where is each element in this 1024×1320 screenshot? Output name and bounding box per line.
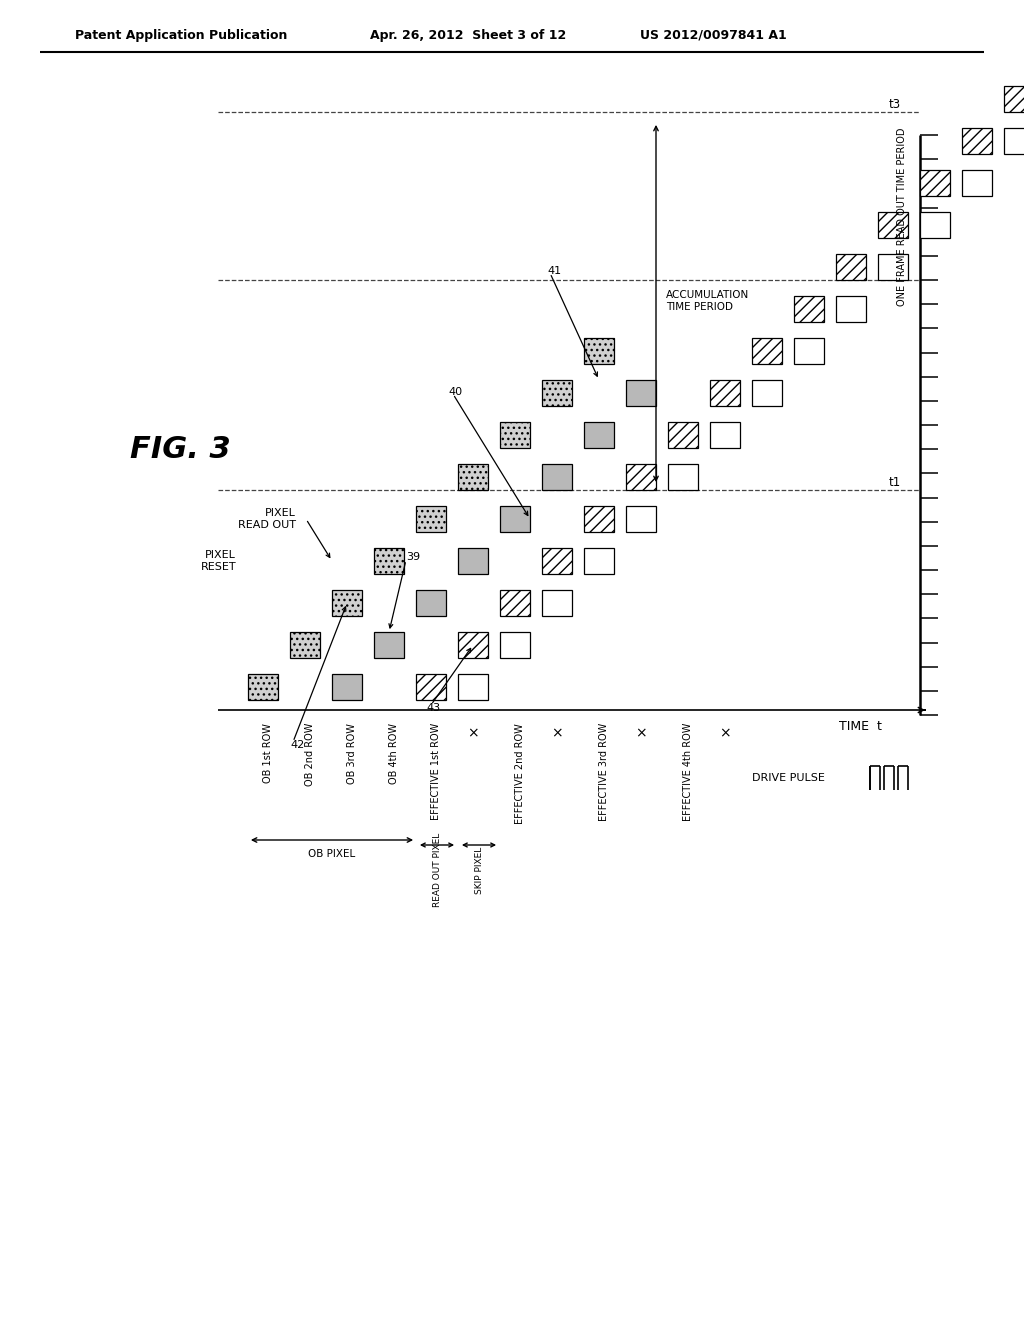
Text: EFFECTIVE 4th ROW: EFFECTIVE 4th ROW [683, 723, 693, 821]
Text: Patent Application Publication: Patent Application Publication [75, 29, 288, 41]
Text: ONE FRAME READ OUT TIME PERIOD: ONE FRAME READ OUT TIME PERIOD [897, 128, 907, 306]
Text: OB PIXEL: OB PIXEL [308, 849, 355, 859]
Bar [584, 338, 614, 364]
Text: OB 4th ROW: OB 4th ROW [389, 723, 399, 784]
Bar [752, 380, 782, 407]
Text: ×: × [635, 726, 647, 741]
Bar [962, 128, 992, 154]
Bar [1004, 86, 1024, 112]
Bar [248, 675, 278, 700]
Bar [920, 170, 950, 195]
Bar [416, 675, 446, 700]
Text: SKIP PIXEL: SKIP PIXEL [474, 846, 483, 894]
Text: 40: 40 [449, 387, 462, 397]
Bar [584, 422, 614, 447]
Text: EFFECTIVE 2nd ROW: EFFECTIVE 2nd ROW [515, 723, 525, 824]
Text: PIXEL
READ OUT: PIXEL READ OUT [238, 508, 296, 529]
Bar [626, 465, 656, 490]
Bar [290, 632, 319, 657]
Bar [542, 380, 572, 407]
Bar [962, 170, 992, 195]
Bar [920, 213, 950, 238]
Text: 39: 39 [406, 552, 420, 562]
Text: OB 2nd ROW: OB 2nd ROW [305, 723, 315, 787]
Bar [794, 338, 824, 364]
Text: OB 3rd ROW: OB 3rd ROW [347, 723, 357, 784]
Text: Apr. 26, 2012  Sheet 3 of 12: Apr. 26, 2012 Sheet 3 of 12 [370, 29, 566, 41]
Bar [332, 675, 362, 700]
Bar [1004, 128, 1024, 154]
Text: 43: 43 [426, 704, 440, 713]
Bar [752, 338, 782, 364]
Bar [416, 506, 446, 532]
Bar [584, 506, 614, 532]
Bar [374, 548, 404, 574]
Text: TIME  t: TIME t [839, 719, 882, 733]
Bar [668, 465, 698, 490]
Text: 41: 41 [547, 267, 561, 276]
Text: READ OUT PIXEL: READ OUT PIXEL [432, 833, 441, 907]
Text: DRIVE PULSE: DRIVE PULSE [752, 774, 825, 783]
Bar [710, 422, 740, 447]
Text: ×: × [467, 726, 479, 741]
Bar [710, 380, 740, 407]
Bar [458, 465, 488, 490]
Bar [458, 548, 488, 574]
Bar [500, 632, 530, 657]
Bar [878, 253, 908, 280]
Bar [374, 632, 404, 657]
Bar [500, 422, 530, 447]
Text: t3: t3 [889, 98, 901, 111]
Bar [626, 506, 656, 532]
Bar [668, 422, 698, 447]
Text: EFFECTIVE 1st ROW: EFFECTIVE 1st ROW [431, 723, 441, 820]
Text: FIG. 3: FIG. 3 [130, 436, 230, 465]
Text: ×: × [719, 726, 731, 741]
Bar [500, 590, 530, 616]
Bar [626, 380, 656, 407]
Bar [458, 632, 488, 657]
Bar [542, 465, 572, 490]
Text: t2: t2 [889, 265, 901, 279]
Bar [416, 590, 446, 616]
Bar [500, 506, 530, 532]
Bar [878, 213, 908, 238]
Text: t1: t1 [889, 475, 901, 488]
Text: OB 1st ROW: OB 1st ROW [263, 723, 273, 783]
Bar [836, 253, 866, 280]
Text: ACCUMULATION
TIME PERIOD: ACCUMULATION TIME PERIOD [666, 290, 750, 312]
Bar [836, 296, 866, 322]
Bar [794, 296, 824, 322]
Bar [542, 590, 572, 616]
Bar [584, 548, 614, 574]
Bar [458, 675, 488, 700]
Text: EFFECTIVE 3rd ROW: EFFECTIVE 3rd ROW [599, 723, 609, 821]
Bar [542, 548, 572, 574]
Bar [332, 590, 362, 616]
Text: 42: 42 [290, 741, 304, 750]
Text: ×: × [551, 726, 563, 741]
Text: US 2012/0097841 A1: US 2012/0097841 A1 [640, 29, 786, 41]
Text: PIXEL
RESET: PIXEL RESET [201, 550, 236, 572]
